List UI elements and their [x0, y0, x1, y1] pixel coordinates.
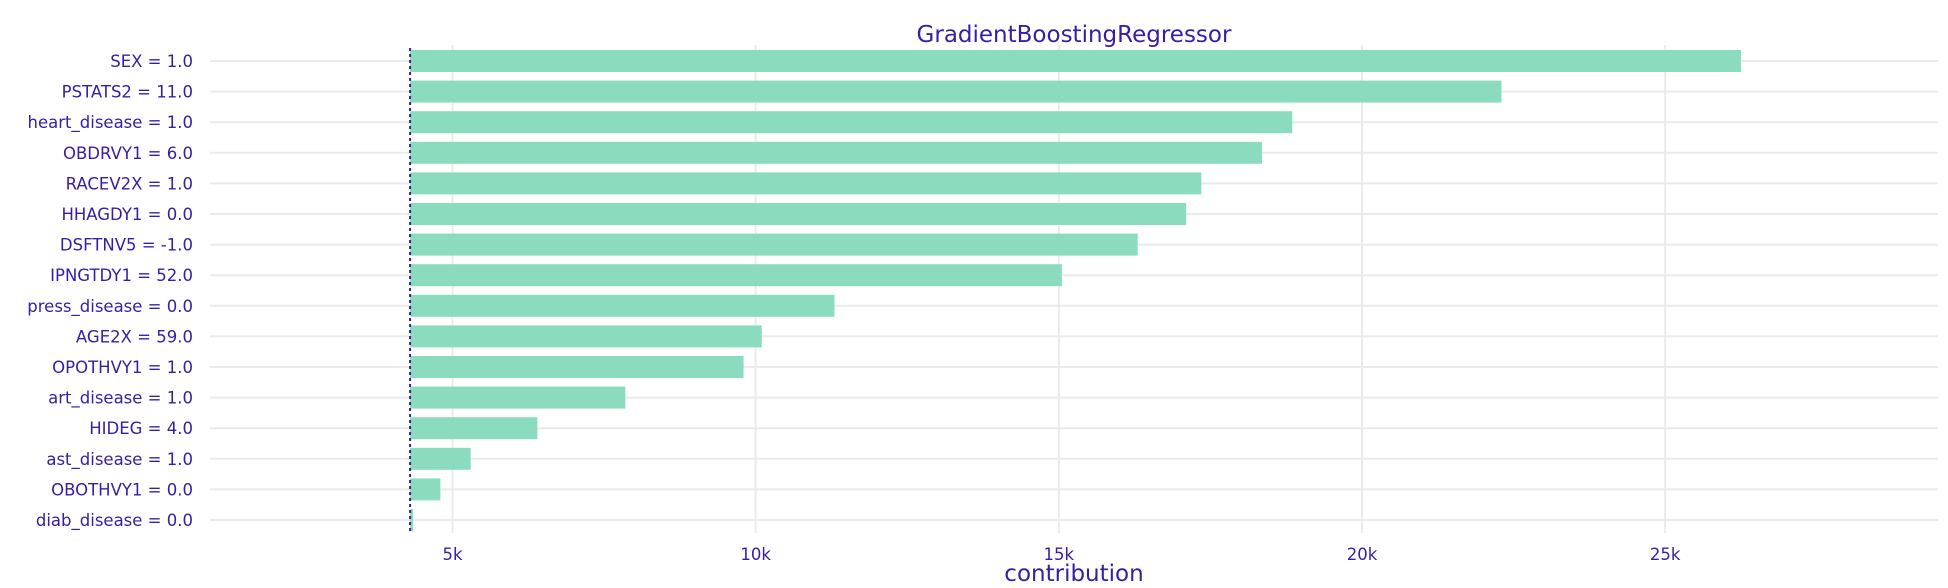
x-tick-label: 20k — [1347, 545, 1378, 564]
bar — [410, 356, 744, 378]
y-tick-label: IPNGTDY1 = 52.0 — [50, 266, 193, 285]
bar — [410, 233, 1138, 256]
y-tick-label: OBDRVY1 = 6.0 — [63, 144, 193, 163]
x-tick-label: 15k — [1044, 545, 1075, 564]
x-tick-label: 10k — [740, 545, 771, 564]
y-tick-label: art_disease = 1.0 — [48, 389, 193, 409]
y-tick-label: DSFTNV5 = -1.0 — [60, 236, 193, 255]
bar — [410, 50, 1741, 72]
y-tick-label: SEX = 1.0 — [110, 52, 193, 71]
y-tick-label: OPOTHVY1 = 1.0 — [52, 358, 193, 377]
bar — [410, 264, 1062, 287]
bar — [410, 80, 1502, 103]
y-tick-label: press_disease = 0.0 — [27, 297, 193, 317]
bar — [410, 478, 441, 501]
x-tick-label: 25k — [1650, 545, 1681, 564]
bar — [410, 509, 414, 531]
y-tick-label: diab_disease = 0.0 — [36, 511, 193, 531]
x-axis-title: contribution — [1004, 561, 1143, 587]
y-tick-label: HHAGDY1 = 0.0 — [61, 205, 193, 224]
y-tick-label: RACEV2X = 1.0 — [66, 174, 193, 193]
y-tick-label: HIDEG = 4.0 — [89, 419, 193, 438]
y-tick-labels: SEX = 1.0 PSTATS2 = 11.0 heart_disease = 1… — [27, 52, 193, 531]
bar — [410, 172, 1202, 195]
bar — [410, 141, 1262, 164]
x-tick-label: 5k — [442, 545, 462, 564]
x-tick-labels: 5k 10k 15k 20k 25k — [442, 545, 1680, 564]
chart-title: GradientBoostingRegressor — [917, 22, 1232, 48]
bar — [410, 325, 762, 348]
y-tick-label: AGE2X = 59.0 — [76, 327, 193, 346]
bar — [410, 386, 626, 409]
bars — [410, 50, 1741, 531]
bar — [410, 417, 538, 440]
y-tick-label: OBOTHVY1 = 0.0 — [51, 480, 193, 499]
bar — [410, 111, 1293, 134]
bar — [410, 294, 835, 317]
y-tick-label: heart_disease = 1.0 — [28, 113, 193, 133]
y-tick-label: PSTATS2 = 11.0 — [62, 83, 193, 102]
bar — [410, 447, 471, 470]
bar — [410, 203, 1187, 225]
y-tick-label: ast_disease = 1.0 — [46, 450, 193, 470]
